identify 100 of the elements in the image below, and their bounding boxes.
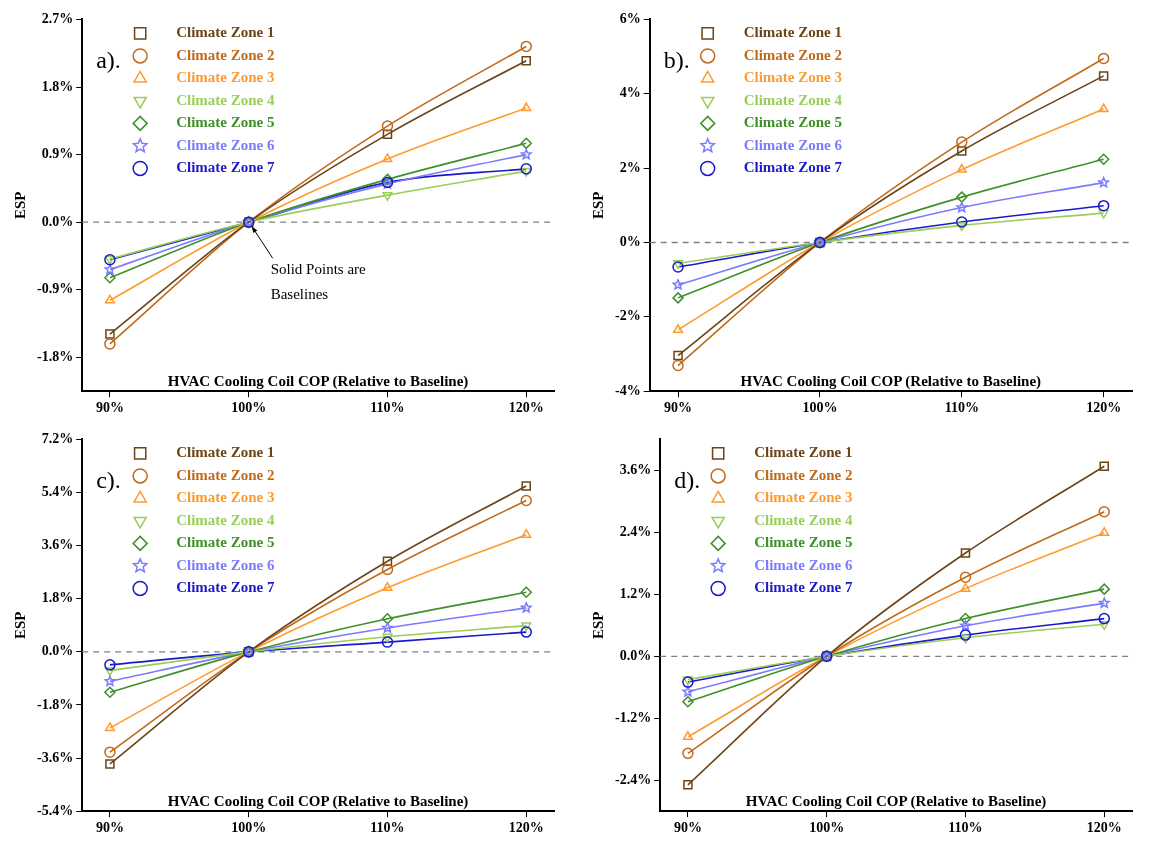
point bbox=[104, 263, 116, 275]
y-tick-label: 0.0% bbox=[619, 647, 652, 663]
point bbox=[960, 634, 971, 644]
x-tick-label: 110% bbox=[948, 820, 983, 836]
x-tick-label: 90% bbox=[673, 820, 702, 836]
point bbox=[1097, 52, 1110, 65]
legend-label: Climate Zone 4 bbox=[176, 511, 275, 528]
point bbox=[520, 163, 532, 175]
point bbox=[1097, 199, 1110, 212]
y-axis-title: ESP bbox=[589, 191, 606, 220]
point bbox=[1098, 209, 1109, 219]
point bbox=[1098, 103, 1109, 113]
point bbox=[683, 780, 693, 790]
point bbox=[521, 102, 532, 112]
point bbox=[381, 613, 394, 625]
point bbox=[105, 759, 115, 769]
y-tick-label: 0.9% bbox=[41, 146, 74, 162]
legend-label: Climate Zone 7 bbox=[743, 159, 843, 176]
point bbox=[520, 626, 532, 638]
point bbox=[956, 163, 967, 173]
point bbox=[1098, 583, 1110, 595]
point bbox=[1098, 71, 1109, 81]
point bbox=[381, 563, 394, 576]
legend-label: Climate Zone 6 bbox=[176, 556, 275, 573]
point bbox=[105, 329, 115, 339]
y-tick-label: -3.6% bbox=[36, 749, 74, 765]
point bbox=[672, 292, 684, 304]
y-tick-label: 0% bbox=[619, 234, 641, 250]
point bbox=[956, 201, 968, 213]
x-tick-label: 120% bbox=[1086, 400, 1122, 416]
legend-label: Climate Zone 2 bbox=[754, 466, 853, 483]
point bbox=[521, 622, 532, 632]
y-tick-label: 0.0% bbox=[41, 213, 74, 229]
x-tick-label: 100% bbox=[802, 400, 838, 416]
point bbox=[104, 746, 116, 758]
y-tick-label: 4% bbox=[619, 85, 641, 101]
legend-label: Climate Zone 3 bbox=[176, 489, 275, 506]
y-tick-label: -5.4% bbox=[36, 802, 74, 818]
text: b). bbox=[663, 46, 690, 73]
point bbox=[520, 40, 532, 53]
point bbox=[521, 481, 531, 491]
x-tick-label: 110% bbox=[944, 400, 979, 416]
y-tick-label: -2% bbox=[614, 308, 641, 324]
point bbox=[682, 747, 694, 760]
point bbox=[520, 494, 532, 507]
x-axis-title: HVAC Cooling Coil COP (Relative to Baseline) bbox=[740, 372, 1042, 390]
point bbox=[1099, 527, 1110, 537]
point bbox=[1098, 597, 1110, 608]
point bbox=[104, 667, 115, 677]
legend-label: Climate Zone 5 bbox=[176, 114, 275, 131]
x-tick-label: 120% bbox=[508, 820, 544, 836]
x-tick-label: 120% bbox=[1086, 820, 1122, 836]
point bbox=[104, 272, 116, 284]
point bbox=[672, 359, 684, 372]
point bbox=[1099, 621, 1110, 631]
point bbox=[959, 571, 972, 584]
y-tick-label: -1.8% bbox=[36, 349, 74, 365]
point bbox=[382, 633, 393, 643]
x-tick-label: 100% bbox=[809, 820, 845, 836]
y-tick-label: 2.4% bbox=[619, 523, 652, 539]
point bbox=[959, 629, 972, 641]
point bbox=[104, 686, 116, 699]
point bbox=[520, 137, 532, 150]
legend-label: Climate Zone 2 bbox=[743, 46, 842, 63]
legend-label: Climate Zone 2 bbox=[176, 466, 275, 483]
point bbox=[1098, 505, 1110, 518]
x-axis-title: HVAC Cooling Coil COP (Relative to Baseline) bbox=[745, 792, 1047, 810]
point bbox=[1099, 461, 1109, 471]
point bbox=[960, 582, 971, 592]
point bbox=[956, 136, 968, 148]
legend-label: Climate Zone 1 bbox=[176, 444, 275, 461]
x-tick-label: 90% bbox=[95, 820, 124, 836]
legend-label: Climate Zone 3 bbox=[176, 69, 275, 86]
point bbox=[521, 528, 532, 538]
y-axis-title: ESP bbox=[11, 191, 28, 220]
point bbox=[1097, 153, 1110, 165]
legend-label: Climate Zone 7 bbox=[176, 159, 275, 176]
y-tick-label: 2% bbox=[619, 159, 641, 175]
y-tick-label: -0.9% bbox=[36, 281, 74, 297]
point bbox=[381, 120, 394, 132]
point bbox=[956, 222, 967, 232]
point bbox=[956, 191, 968, 203]
point bbox=[672, 279, 684, 290]
point bbox=[960, 548, 971, 558]
x-tick-label: 110% bbox=[370, 400, 405, 416]
legend-label: Climate Zone 6 bbox=[743, 136, 843, 153]
y-tick-label: 3.6% bbox=[619, 461, 652, 477]
point bbox=[520, 586, 532, 598]
x-tick-label: 120% bbox=[508, 400, 544, 416]
legend-label: Climate Zone 1 bbox=[176, 24, 275, 41]
point bbox=[956, 216, 968, 228]
y-tick-label: 3.6% bbox=[41, 537, 74, 553]
legend-label: Climate Zone 4 bbox=[743, 91, 843, 108]
point bbox=[682, 686, 694, 697]
point bbox=[1098, 612, 1110, 625]
point bbox=[682, 731, 693, 741]
point bbox=[959, 620, 971, 631]
point bbox=[382, 191, 393, 201]
point bbox=[957, 146, 967, 156]
y-tick-label: 6% bbox=[619, 11, 641, 27]
